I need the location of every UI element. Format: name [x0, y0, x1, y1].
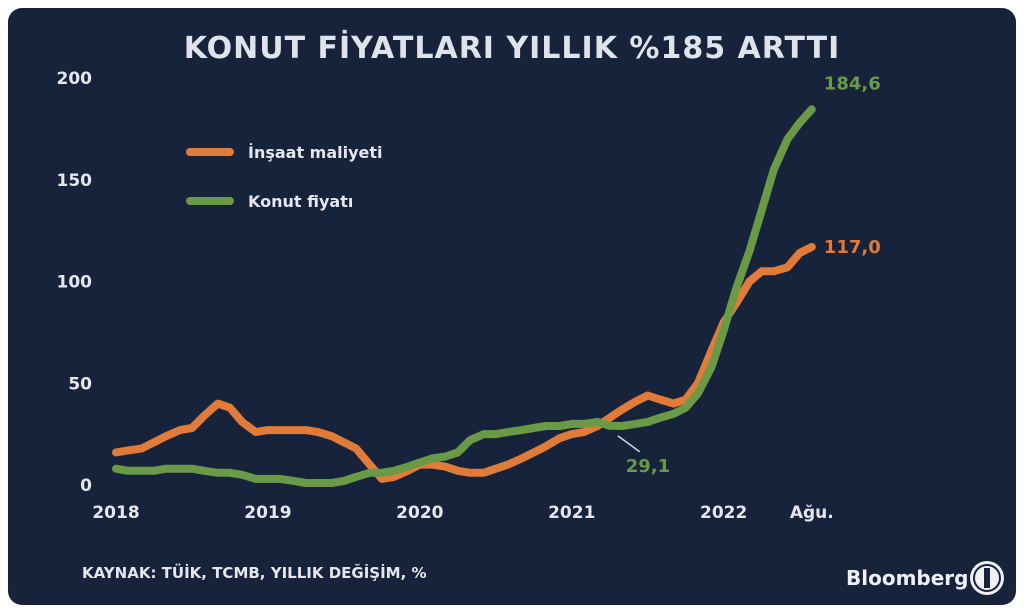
y-tick-label: 150: [57, 171, 93, 191]
x-tick-label: Ağu.: [790, 503, 834, 523]
logo-icon: [970, 561, 1004, 595]
legend-label-konut: Konut fiyatı: [248, 192, 353, 211]
annotation-label: 29,1: [626, 456, 670, 477]
x-tick-label: 2019: [244, 503, 291, 523]
series-end-label: 117,0: [824, 237, 881, 258]
y-tick-label: 50: [68, 374, 92, 394]
y-axis: 0 50 100 150 200: [57, 69, 93, 496]
y-tick-label: 100: [57, 273, 93, 293]
series-end-label: 184,6: [824, 73, 881, 94]
brand-name: Bloomberg: [846, 566, 968, 590]
y-tick-label: 0: [80, 476, 92, 496]
chart-title: KONUT FİYATLARI YILLIK %185 ARTTI: [184, 30, 841, 66]
series-line-konut-fiyati: [112, 105, 816, 487]
source-note: KAYNAK: TÜİK, TCMB, YILLIK DEĞİŞİM, %: [82, 563, 427, 582]
x-tick-label: 2018: [92, 503, 139, 523]
x-axis: 2018 2019 2020 2021 2022 Ağu.: [92, 503, 833, 523]
x-tick-label: 2022: [700, 503, 747, 523]
end-labels: 117,0 184,6: [824, 73, 881, 258]
x-tick-label: 2020: [396, 503, 443, 523]
chart-svg: KONUT FİYATLARI YILLIK %185 ARTTI 0 50 100…: [57, 30, 1004, 595]
series-line-insaat-maliyeti: [112, 242, 816, 483]
plot-area: [112, 105, 816, 487]
y-tick-label: 200: [57, 69, 93, 89]
annotation-leader-line: [617, 435, 641, 453]
legend: İnşaat maliyeti Konut fiyatı: [186, 143, 383, 211]
legend-label-insaat: İnşaat maliyeti: [248, 143, 383, 162]
annotations: 29,1: [617, 435, 670, 477]
chart-card: KONUT FİYATLARI YILLIK %185 ARTTI 0 50 100…: [8, 8, 1016, 605]
x-tick-label: 2021: [548, 503, 595, 523]
